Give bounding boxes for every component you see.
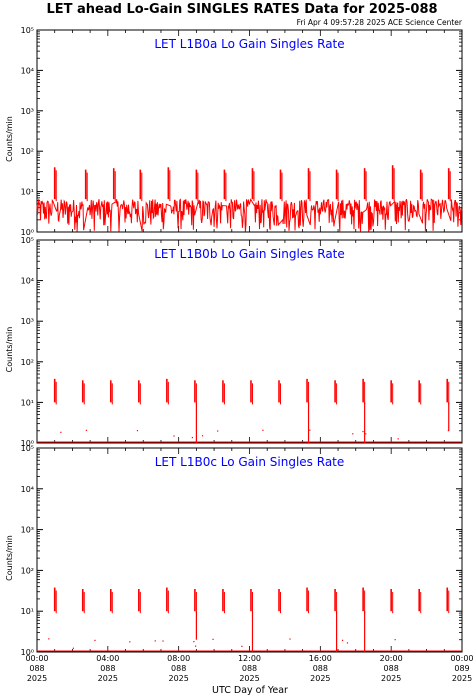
- x-tick-day: 088: [313, 664, 328, 673]
- data-trace: [36, 165, 463, 232]
- scatter-dot: [136, 430, 139, 432]
- y-tick-label: 10⁵: [21, 236, 34, 245]
- x-tick-day: 089: [454, 664, 469, 673]
- x-axis-ticks: 00:00088202504:00088202508:00088202512:0…: [25, 654, 473, 683]
- x-tick-time: 00:00: [25, 654, 48, 663]
- scatter-dot: [262, 429, 264, 431]
- scatter-dot: [212, 638, 214, 640]
- y-tick-label: 10⁴: [21, 485, 34, 494]
- baseline-series: [36, 198, 463, 232]
- plot-frame: [36, 447, 463, 653]
- x-tick-year: 2025: [27, 674, 47, 683]
- y-tick-label: 10¹: [21, 607, 34, 616]
- scatter-dot: [362, 430, 364, 433]
- scatter-dot: [397, 438, 399, 440]
- y-axis-label: Counts/min: [5, 116, 14, 162]
- scatter-dot: [154, 640, 156, 642]
- scatter-dot: [60, 431, 62, 433]
- x-tick-day: 088: [29, 664, 44, 673]
- scatter-dot: [162, 640, 164, 642]
- x-tick-time: 16:00: [309, 654, 332, 663]
- scatter-dot: [341, 639, 344, 641]
- scatter-dot: [94, 639, 96, 641]
- chart-panel: 10⁰ 10¹ 10² 10³ 10⁴ 10⁵ Counts/min LET L1B0b Lo…: [5, 236, 463, 448]
- scatter-dot: [217, 430, 219, 432]
- panel-title: LET L1B0c Lo Gain Singles Rate: [155, 455, 345, 469]
- y-axis-label: Counts/min: [5, 327, 14, 373]
- y-tick-label: 10³: [21, 107, 34, 116]
- y-tick-label: 10²: [21, 147, 34, 156]
- x-tick-time: 08:00: [167, 654, 190, 663]
- data-trace: [37, 378, 462, 443]
- x-tick-day: 088: [100, 664, 115, 673]
- scatter-dot: [289, 638, 291, 640]
- y-tick-label: 10⁵: [21, 26, 34, 35]
- plot-frame: [36, 239, 463, 444]
- scatter-dot: [346, 642, 349, 644]
- scatter-dot: [352, 433, 354, 435]
- y-tick-label: 10⁰: [21, 648, 34, 657]
- x-tick-time: 12:00: [238, 654, 261, 663]
- y-axis-label: Counts/min: [5, 535, 14, 581]
- x-tick-time: 00:00: [450, 654, 473, 663]
- scatter-dot: [201, 435, 204, 437]
- x-tick-year: 2025: [310, 674, 330, 683]
- y-tick-label: 10¹: [21, 188, 34, 197]
- y-tick-label: 10⁵: [21, 444, 34, 453]
- scatter-dot: [309, 429, 311, 431]
- x-tick-year: 2025: [239, 674, 259, 683]
- y-tick-label: 10¹: [21, 398, 34, 407]
- x-tick-year: 2025: [381, 674, 401, 683]
- scatter-dot: [129, 641, 131, 643]
- x-axis-label: UTC Day of Year: [212, 685, 288, 696]
- scatter-dot: [173, 435, 175, 437]
- y-tick-label: 10⁰: [21, 228, 34, 237]
- x-tick-year: 2025: [98, 674, 118, 683]
- panel-title: LET L1B0a Lo Gain Singles Rate: [154, 37, 344, 51]
- chart-panel: 10⁰ 10¹ 10² 10³ 10⁴ 10⁵ Counts/min LET L1B0c Lo…: [5, 444, 463, 657]
- y-tick-label: 10³: [21, 526, 34, 535]
- scatter-dot: [241, 645, 243, 647]
- panel-title: LET L1B0b Lo Gain Singles Rate: [154, 247, 345, 261]
- y-tick-label: 10³: [21, 317, 34, 326]
- y-tick-label: 10²: [21, 566, 34, 575]
- scatter-dot: [48, 638, 50, 640]
- scatter-dot: [191, 436, 193, 439]
- x-tick-day: 088: [384, 664, 399, 673]
- scatter-dot: [72, 647, 75, 649]
- x-tick-day: 088: [242, 664, 257, 673]
- timestamp-label: Fri Apr 4 09:57:28 2025 ACE Science Cent…: [297, 18, 463, 27]
- scatter-dot: [394, 639, 396, 641]
- x-tick-time: 20:00: [380, 654, 403, 663]
- scatter-dot: [365, 433, 367, 435]
- scatter-dot: [193, 641, 195, 643]
- x-tick-time: 04:00: [96, 654, 119, 663]
- chart-panel: 10⁰ 10¹ 10² 10³ 10⁴ 10⁵ Counts/min LET L1B0a Lo…: [5, 26, 463, 237]
- y-tick-label: 10⁴: [21, 66, 34, 75]
- x-tick-year: 2025: [168, 674, 188, 683]
- scatter-dot: [194, 645, 197, 647]
- x-tick-day: 088: [171, 664, 186, 673]
- plot-frame: [36, 29, 463, 233]
- data-trace: [37, 587, 462, 652]
- x-tick-year: 2025: [452, 674, 472, 683]
- chart-title: LET ahead Lo-Gain SINGLES RATES Data for…: [46, 2, 437, 17]
- y-tick-label: 10²: [21, 358, 34, 367]
- scatter-dot: [85, 429, 88, 431]
- panels: 10⁰ 10¹ 10² 10³ 10⁴ 10⁵ Counts/min LET L1B0a Lo…: [5, 26, 463, 657]
- y-tick-label: 10⁰: [21, 439, 34, 448]
- y-tick-label: 10⁴: [21, 277, 34, 286]
